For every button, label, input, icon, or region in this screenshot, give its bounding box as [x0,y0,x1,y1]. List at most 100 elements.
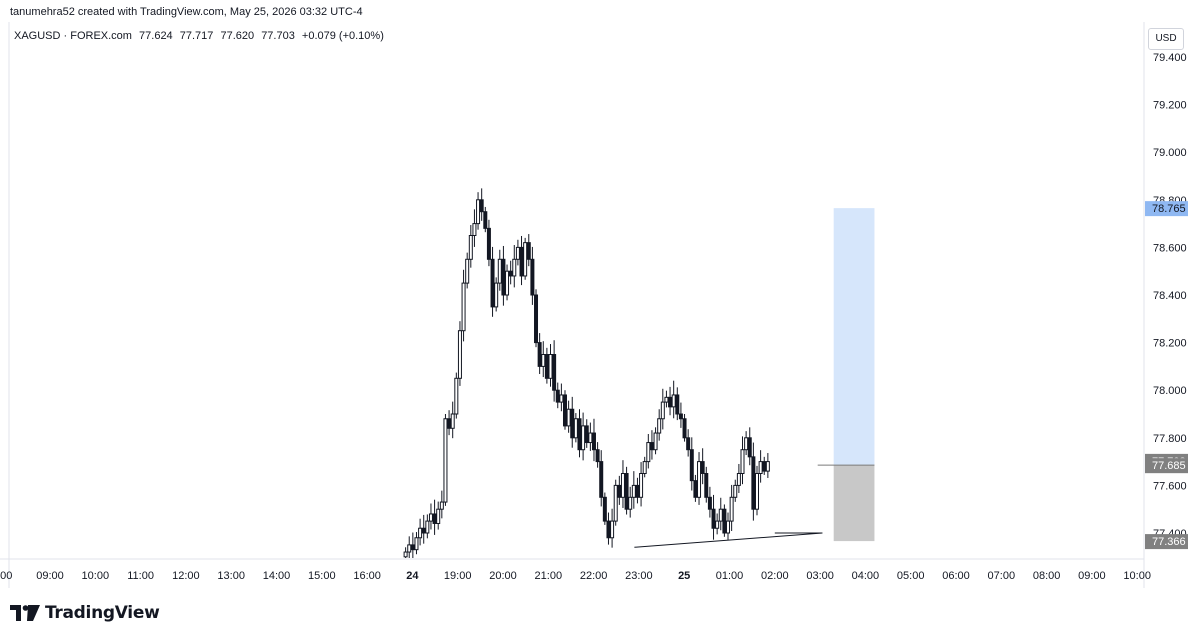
candle-body [747,437,752,458]
y-tick-label: 77.600 [1153,480,1187,492]
price-tag-bg [1145,201,1188,217]
candle-body [443,418,448,503]
candle-body [486,227,491,260]
price-tag: 77.366 [1145,534,1188,550]
candle-body [559,394,564,403]
candle-body [697,461,702,498]
candle-body [450,413,455,429]
x-tick-label: 10:00 [82,570,110,582]
candle-body [722,508,727,534]
price-tag-bg [1145,458,1188,474]
candle-body [421,527,426,534]
x-tick-label: 14:00 [263,570,291,582]
candle-body [479,199,484,213]
x-tick-label: 04:00 [852,570,880,582]
x-tick-label: 13:00 [217,570,245,582]
candle-body [515,246,520,260]
x-tick-label: 12:00 [172,570,200,582]
candle-body [425,520,430,534]
y-tick-label: 79.000 [1153,147,1187,159]
currency-button[interactable]: USD [1148,28,1184,50]
candle-body [718,508,723,522]
candle-body [407,544,412,553]
candle-body [436,508,441,524]
price-tag-text: 77.366 [1152,536,1186,548]
candle-body [534,294,539,344]
x-tick-label: 23:00 [625,570,653,582]
price-tag-bg [1145,534,1188,550]
candle-body [483,211,488,229]
x-tick-label: 10:00 [1123,570,1151,582]
candle-body [664,396,669,403]
candle-body [490,258,495,308]
candle-body [751,456,756,510]
candle-body [439,501,444,510]
x-tick-label: 02:00 [761,570,789,582]
time-axis[interactable]: :00 09:00 10:00 11:00 12:00 13:00 14:00 15:00 16… [0,570,1151,582]
candle-body [519,246,524,277]
candle-body [432,513,437,524]
candle-body [657,418,662,434]
drawings[interactable] [634,532,823,548]
candle-body [410,544,415,551]
candle-body [602,496,607,522]
candle-body [649,442,654,451]
candle-body [454,377,459,415]
price-tag-text: 78.765 [1152,203,1186,215]
symbol-legend: XAGUSD · FOREX.com 77.624 77.717 77.620 … [14,30,388,42]
candle-body [700,461,705,475]
ohlc-low: 77.620 [220,30,255,42]
symbol-name[interactable]: XAGUSD · FOREX.com [14,30,132,42]
x-tick-label: 15:00 [308,570,336,582]
candle-body [762,461,767,472]
candle-body [530,258,535,296]
x-tick-label: 06:00 [942,570,970,582]
x-tick-label: 05:00 [897,570,925,582]
candle-body [526,242,531,260]
x-tick-label: 21:00 [535,570,563,582]
candle-body [689,449,694,482]
x-tick-label: 09:00 [36,570,64,582]
ohlc-close: 77.703 [261,30,295,42]
price-chart[interactable]: 77.40077.60077.80078.00078.20078.40078.6… [0,0,1200,590]
x-tick-label: 01:00 [716,570,744,582]
candle-body [711,508,716,529]
y-tick-label: 78.600 [1153,242,1187,254]
candle-body [682,418,687,439]
price-tag: 78.765 [1145,201,1188,217]
candle-body [403,551,408,558]
price-tag-text: 77.685 [1152,460,1186,472]
x-tick-label: 11:00 [127,570,154,582]
y-tick-label: 77.800 [1153,433,1187,445]
x-tick-label: 20:00 [489,570,517,582]
candle-body [624,473,629,510]
candle-body [505,270,510,296]
candle-body [476,199,481,225]
position-zones[interactable] [817,208,875,542]
candle-body [414,537,419,551]
ohlc-open: 77.624 [139,30,173,42]
x-tick-label: 19:00 [444,570,472,582]
candle-body [610,520,615,539]
candle-body [686,437,691,451]
candle-body [501,258,506,296]
trendline [634,532,823,548]
candle-body [457,330,462,379]
x-tick-label: :00 [0,570,12,582]
candle-body [736,473,741,486]
x-tick-label: 08:00 [1033,570,1061,582]
candle-body [668,396,673,408]
stop-zone [833,465,875,542]
candle-body [678,413,683,420]
candle-body [744,437,749,451]
candle-body [639,473,644,498]
candle-body [765,461,770,472]
candle-body [544,354,549,379]
candle-body [704,473,709,498]
candle-body [715,520,720,529]
candle-body [642,461,647,475]
tradingview-logo[interactable]: TradingView [10,602,160,624]
candle-body [733,484,738,498]
candle-body [584,425,589,444]
